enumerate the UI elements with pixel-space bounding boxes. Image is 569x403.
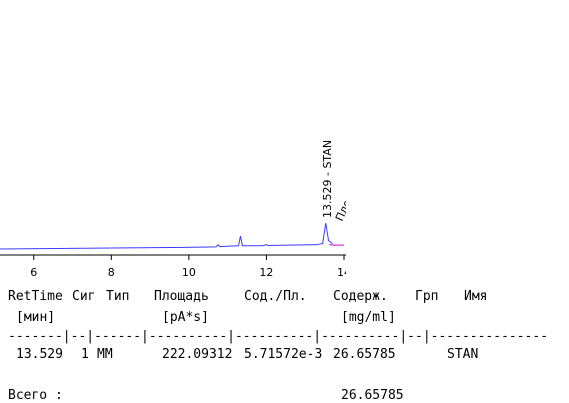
cell: 1 [81,347,89,362]
cell: STAN [447,347,479,362]
total-label: Всего : [8,388,63,403]
peak-label: Пло [333,198,346,224]
header-cell: Площадь [154,289,209,304]
header-cell: Грп [415,289,439,304]
header-cell: Содерж. [333,289,388,304]
cell: 222.09312 [162,347,233,362]
total-value: 26.65785 [341,388,404,403]
cell: MM [97,347,113,362]
unit-cell: [mg/ml] [341,310,396,325]
header-cell: Тип [106,289,130,304]
signal-line [0,223,333,250]
header-cell: Сиг [72,289,96,304]
x-tick-label: 8 [108,266,115,279]
x-tick-label: 10 [182,266,196,279]
unit-cell: [pA*s] [162,310,209,325]
peak-label: 13.529 - STAN [321,140,334,218]
separator: -------|--|------|----------|----------|… [8,329,549,344]
header-cell: Имя [464,289,488,304]
header-cell: Сод./Пл. [244,289,307,304]
x-tick-label: 14 [337,266,346,279]
header-cell: RetTime [8,289,63,304]
unit-cell: [мин] [16,310,56,325]
chromatogram: 13.529 - STAN Пло 6 8 10 12 14 [0,140,346,279]
cell: 13.529 [16,347,63,362]
cell: 26.65785 [333,347,396,362]
cell: 5.71572e-3 [244,347,323,362]
x-tick-label: 12 [259,266,273,279]
x-tick-label: 6 [30,266,37,279]
